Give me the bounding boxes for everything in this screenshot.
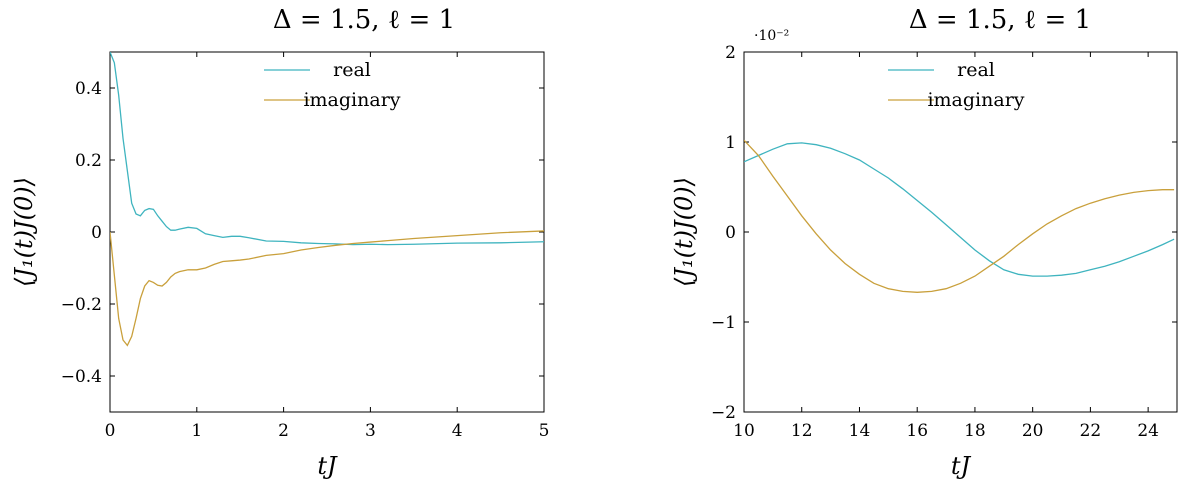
y-tick-label: −2: [711, 403, 736, 423]
x-tick-label: 5: [539, 421, 550, 441]
y-tick-label: −1: [711, 313, 736, 333]
y-tick-label: −0.4: [61, 367, 102, 387]
x-tick-label: 20: [1022, 421, 1044, 441]
y-axis-label: ⟨J₁(t)J(0)⟩: [670, 177, 698, 287]
chart-title: Δ = 1.5, ℓ = 1: [909, 5, 1091, 35]
y-scale-label: ·10⁻²: [754, 28, 789, 44]
y-tick-label: 2: [725, 43, 736, 63]
y-tick-label: 0.4: [75, 79, 102, 99]
chart-1: 0 1 2 3 4 5 −0.4 −0.2 0 0.2 0.4 Δ = 1.5, ℓ = 1 tJ ⟨J₁…: [10, 5, 549, 480]
series-line-real: [110, 52, 544, 246]
x-tick-label: 16: [906, 421, 928, 441]
y-tick-label: 1: [725, 133, 736, 153]
x-tick-label: 24: [1137, 421, 1159, 441]
x-tick-label: 1: [191, 421, 202, 441]
x-tick-label: 3: [365, 421, 376, 441]
x-tick-label: 4: [452, 421, 463, 441]
legend-label-imaginary: imaginary: [927, 89, 1024, 111]
x-tick-label: 0: [105, 421, 116, 441]
legend-label-imaginary: imaginary: [303, 89, 400, 111]
x-tick-label: 18: [964, 421, 986, 441]
x-tick-label: 10: [733, 421, 755, 441]
x-tick-label: 12: [791, 421, 813, 441]
series-line-real: [744, 142, 1175, 277]
y-tick-label: −0.2: [61, 295, 102, 315]
chart-title: Δ = 1.5, ℓ = 1: [273, 5, 455, 35]
y-tick-label: 0.2: [75, 151, 102, 171]
y-tick-label: 0: [725, 223, 736, 243]
x-axis-label: tJ: [951, 452, 972, 480]
x-tick-label: 14: [849, 421, 871, 441]
series-line-imaginary: [744, 139, 1175, 293]
legend-label-real: real: [957, 59, 995, 81]
y-axis-label: ⟨J₁(t)J(0)⟩: [10, 177, 38, 287]
legend-label-real: real: [333, 59, 371, 81]
x-axis-label: tJ: [317, 452, 338, 480]
x-tick-label: 2: [278, 421, 289, 441]
y-tick-label: 0: [91, 223, 102, 243]
x-tick-label: 22: [1080, 421, 1102, 441]
series-line-imaginary: [110, 230, 544, 347]
